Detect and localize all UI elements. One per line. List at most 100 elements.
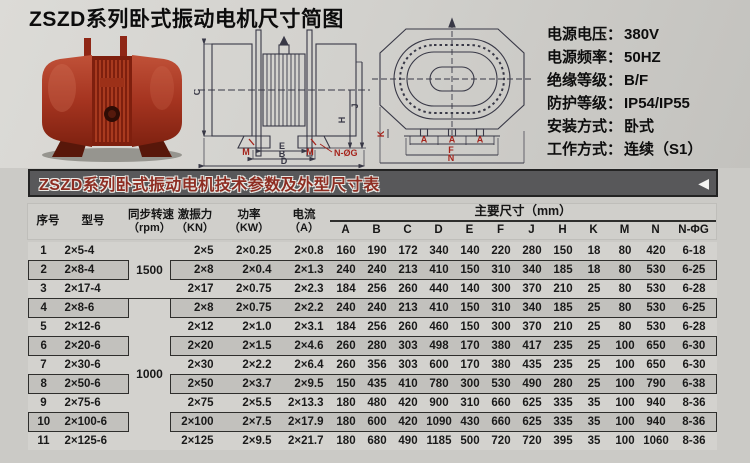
dim-label-n: N [448,153,455,163]
dimension-cell: 435 [516,355,548,375]
power-cell: 2×5.5 [220,393,279,413]
model-cell: 2×8-4 [58,260,129,280]
dimension-cell: 6-30 [671,355,717,375]
dimension-cell: 340 [516,298,548,318]
current-cell: 2×9.5 [278,374,331,394]
spec-label: 防护等级： [547,95,623,112]
dimension-cell: 220 [491,244,511,257]
dim-header-m: M [619,223,630,236]
row-number-cell: 6 [28,336,59,356]
table-row: 10 2×100-6 2×100 2×7.5 2×17.9 180 600 420 1090 43… [28,412,717,432]
spec-value: 380V [624,26,660,43]
col-header-rpm-unit: （rpm） [128,221,171,234]
col-header-rpm: 同步转速 （rpm） [128,204,174,239]
dimension-cell: 180 [330,412,362,432]
dimension-cell: 900 [423,393,455,413]
spec-row-duty: 工作方式： 连续（S1） [547,138,702,161]
dimension-cell: 480 [361,393,393,413]
dimension-cell: 150 [454,260,486,280]
dimension-cell: 300 [454,374,486,394]
dim-label-m-left: M [242,147,250,157]
model-cell: 2×20-6 [58,336,129,356]
spec-value: 卧式 [624,118,655,135]
dimension-cell: 335 [547,393,579,413]
col-header-current-unit: （A） [289,221,319,234]
current-cell: 2×17.9 [278,412,331,432]
dimension-cell: 100 [609,336,641,356]
dimension-cell: 240 [330,260,362,280]
dim-label-c: C [194,88,202,95]
dim-header-d: D [434,223,443,236]
dimension-cell: 170 [454,355,486,375]
spec-label: 绝缘等级： [547,72,623,89]
force-cell: 2×8 [170,298,221,318]
col-header-rpm-label: 同步转速 [128,209,174,221]
dimension-cell: 460 [423,317,455,337]
rpm-cell: 1000 [128,298,171,450]
table-row: 4 2×8-6 1000 2×8 2×0.75 2×2.2 240 240 213 410 150 3… [28,298,717,450]
spec-value: 连续（S1） [624,141,703,158]
dimension-cell: 184 [330,279,362,299]
dimension-cell: 150 [330,374,362,394]
dimension-cell: 35 [578,412,610,432]
dimension-cell: 720 [485,431,517,450]
force-cell: 2×50 [170,374,221,394]
dimension-cell: 210 [547,279,579,299]
dimension-cell: 80 [609,298,641,318]
force-cell: 2×125 [170,431,221,450]
dimension-cell: 235 [547,355,579,375]
dimension-cell: 140 [460,244,480,257]
dimension-cell: 213 [392,260,424,280]
dimension-cell: 280 [547,374,579,394]
dimension-cell: 303 [392,336,424,356]
col-header-seq-label: 序号 [36,215,60,227]
dimension-cell: 80 [609,279,641,299]
table-body-table: 1 2×5-4 1500 2×5 2×0.25 2×0.8 160 190 172 340 140 2… [28,242,717,450]
dimension-cell: 6-25 [671,260,717,280]
dimension-cell: 340 [516,260,548,280]
table-row: 5 2×12-6 2×12 2×1.0 2×3.1 184 256 260 460 150 300 3… [28,317,717,337]
dimension-cell: 190 [367,244,387,257]
dimension-cell: 25 [578,279,610,299]
dim-label-k: K [376,130,386,137]
dimension-cell: 280 [361,336,393,356]
dimension-cell: 18 [587,244,601,257]
dim-header-c: C [403,223,412,236]
dimension-cell: 240 [330,298,362,318]
row-number-cell: 10 [28,412,59,432]
dimension-cell: 300 [485,317,517,337]
spec-label: 电源电压： [547,26,623,43]
dimension-cell: 440 [423,279,455,299]
dimension-cell: 498 [423,336,455,356]
table-body: 1 2×5-4 1500 2×5 2×0.25 2×0.8 160 190 172 340 140 2… [28,242,717,450]
dimension-cell: 25 [578,336,610,356]
row-number-cell: 11 [28,431,59,450]
dimension-cell: 6-25 [671,298,717,318]
spec-row-mounting: 安装方式： 卧式 [547,115,702,138]
col-header-force-unit: （KN） [176,221,214,234]
dimension-cell: 150 [553,244,573,257]
dimension-cell: 8-36 [671,393,717,413]
dimension-cell: 35 [578,393,610,413]
dimension-cell: 180 [330,393,362,413]
spec-value: 50HZ [624,49,661,66]
dimension-cell: 780 [423,374,455,394]
table-header: 序号 型号 同步转速 （rpm） 激振力 （KN） 功率 （KW） 电流 （A） 主要尺… [28,204,717,239]
motor-photo [42,36,182,162]
row-number-cell: 8 [28,374,59,394]
dimension-cell: 256 [361,279,393,299]
dimension-cell: 660 [485,393,517,413]
dim-label-f: F [448,145,454,155]
col-header-power: 功率 （KW） [220,204,278,239]
spec-label: 电源频率： [547,49,623,66]
dimension-cell: 6-28 [671,317,717,337]
dimension-cell: 80 [618,244,632,257]
dim-header-f: F [496,223,505,236]
dimension-cell: 410 [392,374,424,394]
dim-header-ng: N-ΦG [678,223,709,236]
col-header-model: 型号 [58,204,128,239]
dimension-cell: 650 [640,336,672,356]
spec-row-voltage: 电源电压： 380V [547,23,702,46]
dimension-cell: 6-38 [671,374,717,394]
